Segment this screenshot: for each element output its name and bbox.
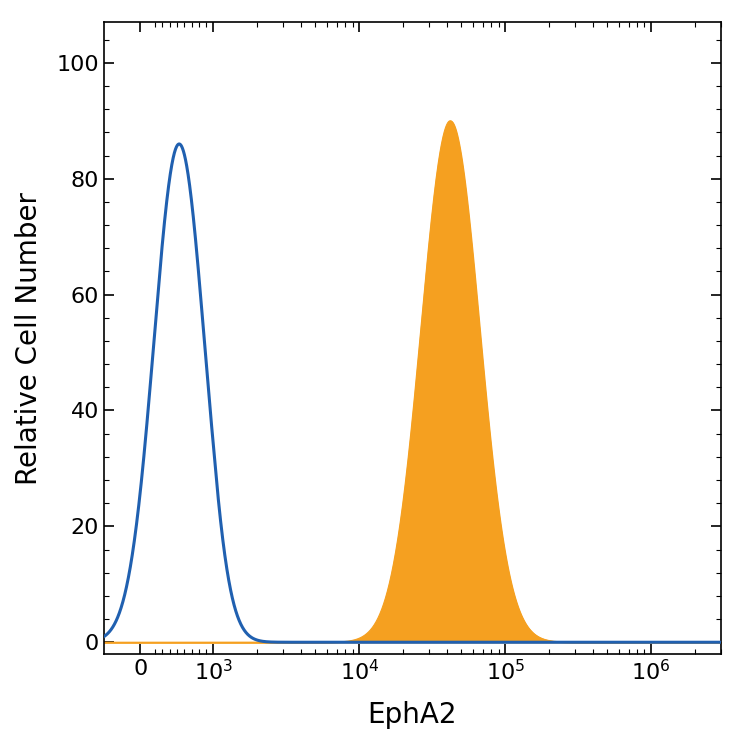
X-axis label: EphA2: EphA2 (368, 701, 457, 729)
Y-axis label: Relative Cell Number: Relative Cell Number (15, 192, 42, 484)
